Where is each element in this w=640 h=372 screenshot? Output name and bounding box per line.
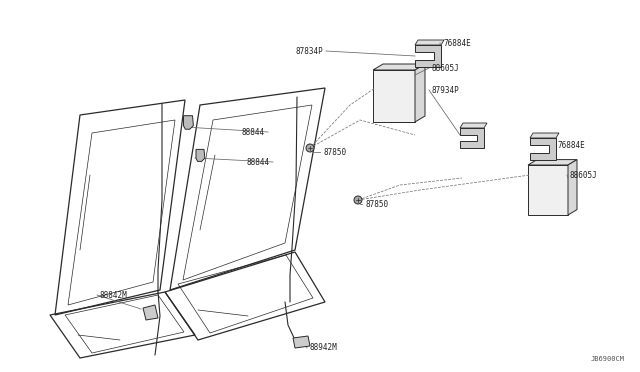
Polygon shape xyxy=(460,128,484,148)
Polygon shape xyxy=(568,160,577,215)
Polygon shape xyxy=(143,305,158,320)
Polygon shape xyxy=(530,138,556,160)
Polygon shape xyxy=(373,70,415,122)
Polygon shape xyxy=(528,165,568,215)
Polygon shape xyxy=(528,160,577,165)
Polygon shape xyxy=(373,64,425,70)
Text: 88844: 88844 xyxy=(247,157,270,167)
Text: 76884E: 76884E xyxy=(558,141,586,150)
Polygon shape xyxy=(415,40,444,45)
Polygon shape xyxy=(460,123,487,128)
Text: 88842M: 88842M xyxy=(100,291,128,299)
Circle shape xyxy=(306,144,314,152)
Text: 88605J: 88605J xyxy=(570,170,598,180)
Text: 87850: 87850 xyxy=(365,199,388,208)
Polygon shape xyxy=(184,116,193,129)
Text: 76884E: 76884E xyxy=(443,38,471,48)
Polygon shape xyxy=(415,64,425,122)
Text: 88942M: 88942M xyxy=(310,343,338,353)
Polygon shape xyxy=(293,336,310,348)
Circle shape xyxy=(354,196,362,204)
Text: 87834P: 87834P xyxy=(295,46,323,55)
Text: 87850: 87850 xyxy=(323,148,346,157)
Text: 88844: 88844 xyxy=(242,128,265,137)
Polygon shape xyxy=(415,45,441,67)
Polygon shape xyxy=(196,150,205,161)
Polygon shape xyxy=(530,133,559,138)
Text: 88605J: 88605J xyxy=(432,64,460,73)
Text: 87934P: 87934P xyxy=(432,86,460,94)
Text: JB6900CM: JB6900CM xyxy=(591,356,625,362)
